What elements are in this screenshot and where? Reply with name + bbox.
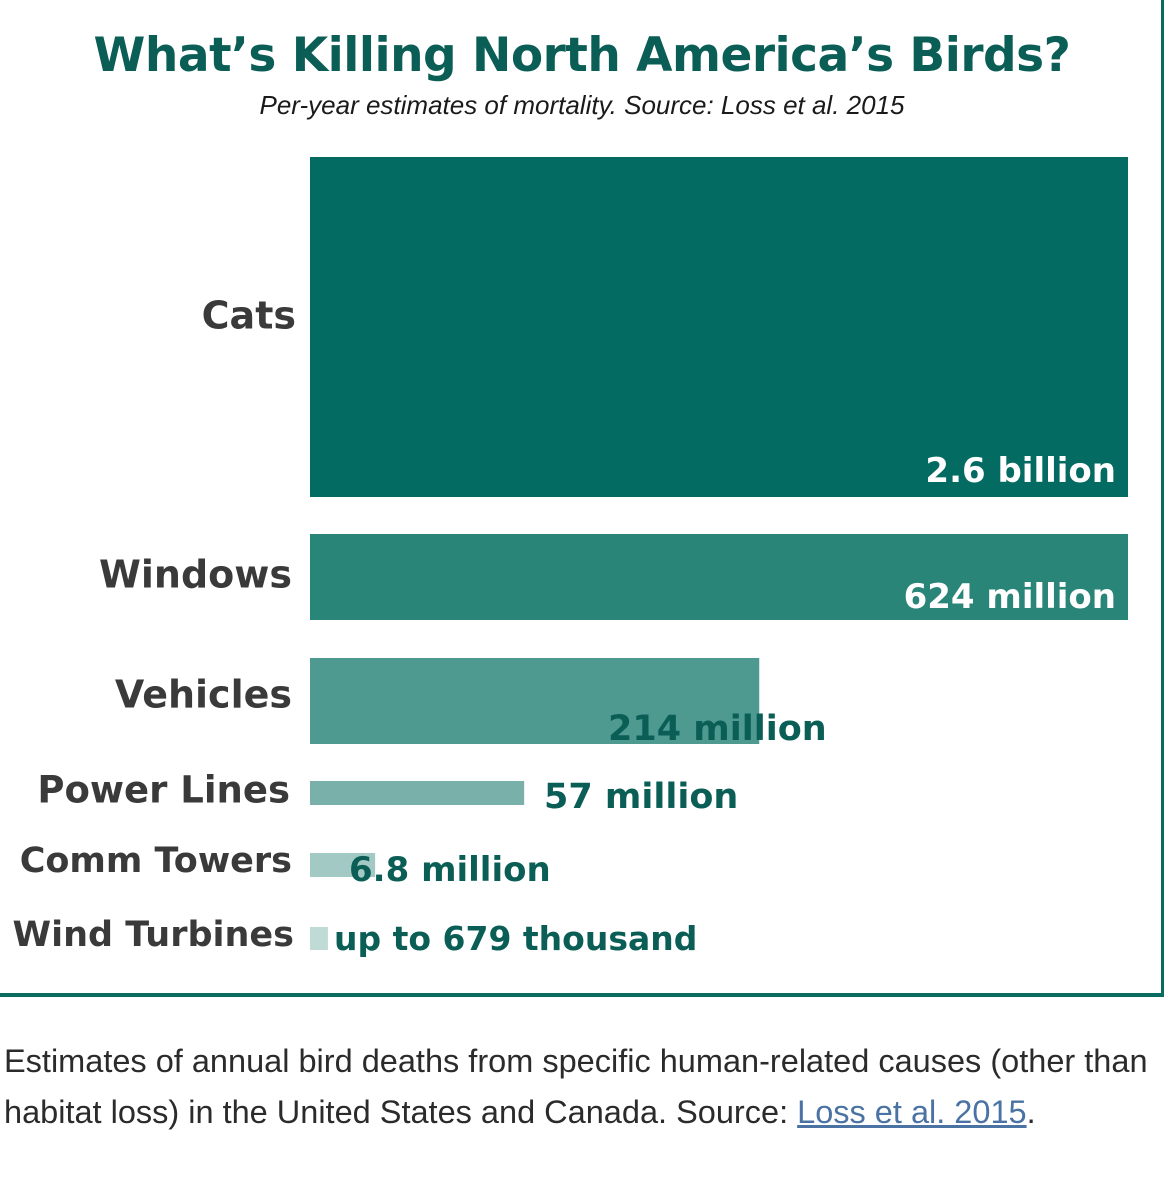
- bar: [310, 534, 1128, 620]
- bar: [310, 157, 1128, 497]
- caption-text: Estimates of annual bird deaths from spe…: [4, 1043, 1148, 1130]
- chart-title: What’s Killing North America’s Birds?: [93, 28, 1071, 83]
- bar: [310, 781, 525, 805]
- bar: [310, 853, 376, 877]
- bar-chart: Cats 2.6 billion Windows 624 million Vehicle…: [12, 157, 1128, 958]
- category-label: Wind Turbines: [12, 915, 294, 955]
- value-label: 624 million: [904, 577, 1116, 617]
- category-label: Windows: [99, 553, 292, 597]
- bar: [310, 927, 328, 950]
- chart-frame: What’s Killing North America’s Birds? Pe…: [0, 0, 1164, 997]
- category-label: Power Lines: [37, 769, 290, 812]
- category-label: Cats: [202, 294, 296, 338]
- category-label: Comm Towers: [20, 841, 292, 881]
- value-label: up to 679 thousand: [334, 919, 697, 958]
- chart-subtitle: Per-year estimates of mortality. Source:…: [259, 90, 905, 120]
- caption-end: .: [1026, 1094, 1036, 1130]
- category-label: Vehicles: [115, 673, 292, 717]
- value-label: 6.8 million: [349, 850, 551, 890]
- value-label: 2.6 billion: [925, 451, 1116, 491]
- bar: [310, 658, 760, 744]
- figure-caption: Estimates of annual bird deaths from spe…: [4, 1036, 1154, 1138]
- value-label: 57 million: [544, 777, 738, 817]
- source-link[interactable]: Loss et al. 2015: [797, 1094, 1027, 1130]
- value-label: 214 million: [608, 709, 827, 749]
